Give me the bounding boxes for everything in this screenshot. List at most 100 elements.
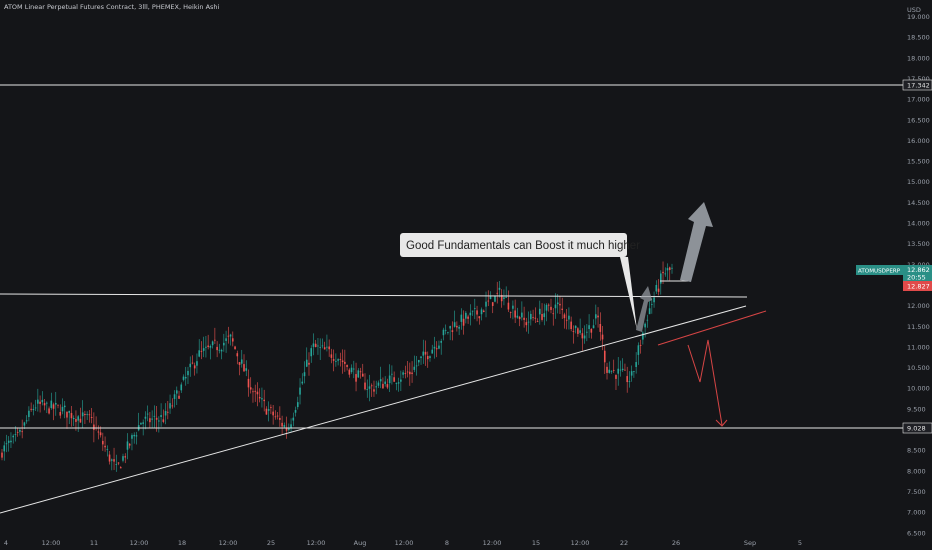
candle-body [171,405,174,407]
candle-body [559,303,561,306]
candle-body [523,317,525,320]
candle-body [552,313,555,315]
candle-body [305,359,308,367]
candle-body [460,314,463,322]
candle-body [375,386,378,388]
candle-body [485,301,487,307]
candle-body [43,403,46,406]
candle-body [633,371,635,373]
candle-body [601,334,604,340]
candle-body [330,354,333,358]
svg-text:ATOMUSDPERP: ATOMUSDPERP [858,269,901,275]
x-tick-label: 5 [798,539,802,547]
candle-body [115,464,118,465]
ticker-badge: ATOMUSDPERP [856,265,903,275]
candle-body [63,405,66,408]
candle-body [474,307,476,309]
candle-body [525,322,528,326]
candle-body [668,267,671,270]
candle-body [424,351,427,355]
candle-body [449,326,451,329]
candle-body [93,424,95,430]
candle-body [88,414,91,416]
candle-body [301,381,304,384]
candle-body [319,347,321,348]
candle-body [77,416,79,421]
candles [1,261,673,472]
candle-body [191,362,194,364]
candle-body [205,346,207,348]
candle-body [337,359,339,361]
candle-body [521,312,523,318]
candle-body [588,325,590,330]
candle-body [530,313,532,320]
candle-body [489,295,492,299]
candle-body [402,372,404,375]
x-tick-label: 25 [267,539,275,547]
candle-body [173,394,176,399]
x-tick-label: 12:00 [307,539,326,547]
candle-body [332,359,335,361]
candle-body [308,362,310,365]
y-tick-label: 18.500 [907,34,930,42]
candle-body [79,418,82,423]
candle-body [505,296,507,298]
x-tick-label: 8 [445,539,449,547]
candle-body [285,427,288,431]
candle-body [110,459,113,461]
candle-body [406,371,409,373]
candle-body [350,367,353,373]
candle-body [341,360,344,363]
candle-body [453,322,456,327]
candle-body [671,267,673,269]
svg-text:17.342: 17.342 [907,82,930,90]
candle-body [202,348,205,351]
x-tick-label: 15 [532,539,540,547]
chart-title: ATOM Linear Perpetual Futures Contract, … [4,3,220,11]
candle-body [608,369,611,373]
candle-body [487,300,490,302]
candle-body [175,390,178,394]
candle-body [211,341,214,346]
candle-body [554,304,557,309]
candle-body [538,308,541,315]
candle-body [86,414,88,415]
candle-body [664,273,667,275]
candle-body [279,417,281,420]
candle-body [187,370,189,376]
candle-body [659,273,662,284]
candle-body [296,402,299,408]
candle-body [563,314,566,319]
candle-body [30,408,32,410]
price-badge-red: 12.827 [903,281,932,291]
candle-body [617,368,620,374]
candle-body [232,338,234,342]
candle-body [379,379,382,382]
y-tick-label: 10.500 [907,364,930,372]
candle-body [270,407,272,408]
resistance-line [0,293,748,298]
candle-body [61,406,64,412]
x-tick-label: 22 [620,539,628,547]
candle-body [451,330,454,332]
y-tick-label: 15.500 [907,158,930,166]
candle-body [57,404,59,406]
x-tick-label: 18 [178,539,186,547]
x-tick-label: 12:00 [571,539,590,547]
candle-body [160,415,162,418]
candle-body [234,346,236,350]
candle-body [81,412,84,417]
candle-body [151,418,153,420]
candle-body [169,403,171,409]
candle-body [624,369,626,371]
candle-body [140,422,142,425]
candle-body [142,422,144,424]
candle-body [644,323,646,328]
y-tick-label: 11.000 [907,343,930,351]
candle-body [84,413,86,416]
candle-body [281,422,283,427]
candle-body [518,316,521,320]
candle-body [21,431,23,433]
candle-body [90,417,93,418]
